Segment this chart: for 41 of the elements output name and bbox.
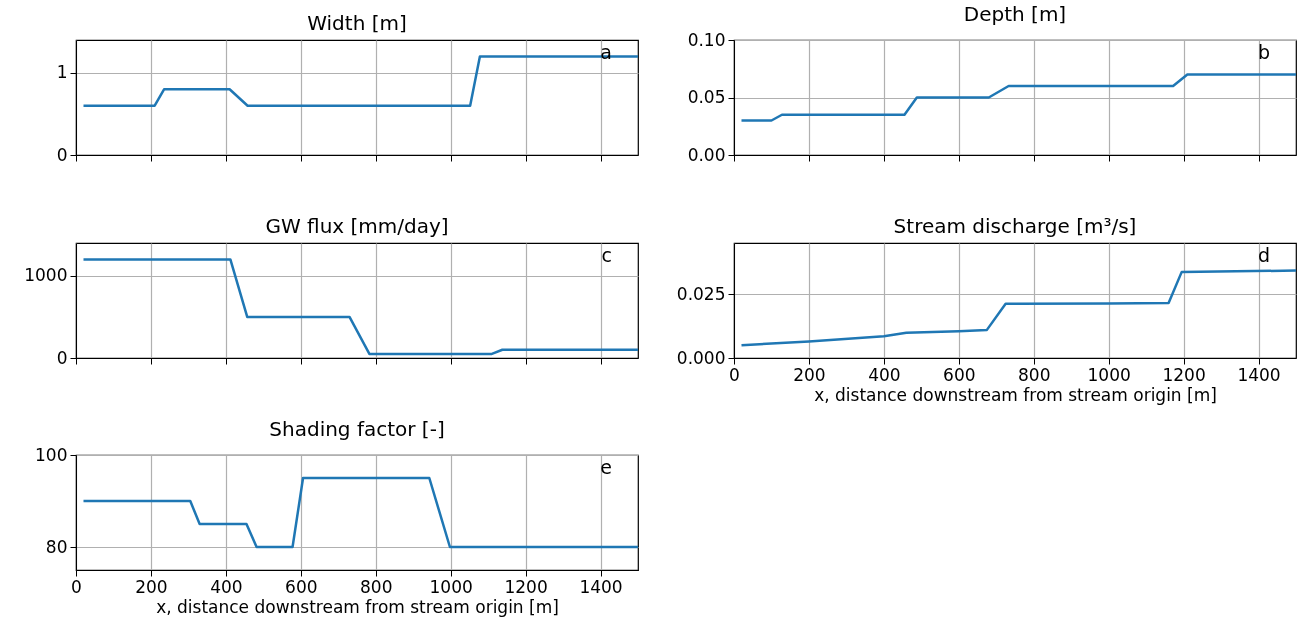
y-tick-label: 100 [35,444,68,465]
annotation: c [601,244,612,266]
y-tick-label: 0 [56,144,68,165]
line-series [82,476,640,549]
line-series [740,269,1298,347]
x-tick-label: 600 [943,364,976,385]
x-axis-title: x, distance downstream from stream origin [m] [156,596,559,617]
y-tick-label: 0.025 [676,283,726,304]
x-tick-label: 800 [360,576,393,597]
y-tick-label: 0.00 [687,144,726,165]
chart-title: Shading factor [-] [269,417,445,441]
line-series [740,73,1298,122]
chart-title: Stream discharge [m³/s] [893,214,1137,238]
y-tick-label: 0 [56,347,68,368]
y-tick-label: 1000 [24,265,68,286]
y-tick-label: 0.05 [687,87,726,107]
y-tick-label: 80 [45,536,68,557]
x-tick-label: 0 [71,576,82,597]
x-tick-label: 400 [868,364,901,385]
x-tick-label: 1000 [429,576,473,597]
x-tick-label: 1200 [1162,364,1206,385]
annotation: b [1257,41,1270,63]
x-tick-label: 400 [210,576,243,597]
x-tick-label: 600 [285,576,318,597]
x-axis-title: x, distance downstream from stream origin [m] [814,384,1217,405]
annotation: e [600,456,612,478]
x-tick-label: 0 [729,364,740,385]
x-tick-label: 1400 [1237,364,1281,385]
chart-title: Depth [m] [963,2,1067,26]
chart-title: Width [m] [307,11,407,35]
x-tick-label: 1400 [579,576,623,597]
x-tick-label: 1000 [1087,364,1131,385]
x-tick-label: 200 [793,364,826,385]
annotation: d [1257,244,1270,266]
chart-title: GW flux [mm/day] [265,214,449,238]
x-tick-label: 800 [1018,364,1051,385]
y-tick-label: 1 [56,62,68,83]
y-tick-label: 0.10 [687,29,726,50]
x-tick-label: 200 [135,576,168,597]
y-tick-label: 0.000 [676,347,726,368]
x-tick-label: 1200 [504,576,548,597]
